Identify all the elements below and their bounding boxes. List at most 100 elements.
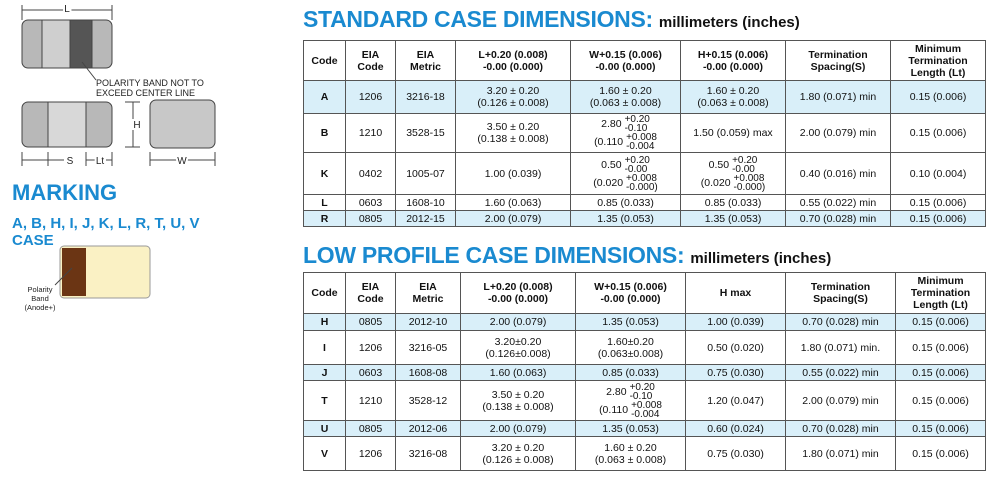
column-header: Code <box>303 40 346 81</box>
marking-cases: CASE <box>12 232 54 249</box>
table-cell: 1206 <box>345 330 396 365</box>
cell-line: (0.063 ± 0.008) <box>594 453 667 466</box>
table-cell: 0.60 (0.024) <box>685 420 786 437</box>
header-line: Code <box>357 293 384 305</box>
dimension-table: Code EIA Code EIA Metric L+0.20 (0.008) -0.00 … <box>303 40 986 227</box>
table-cell: 0.15 (0.006) <box>895 364 986 381</box>
header-line: EIA <box>361 281 380 293</box>
tolerance: 0.50 +0.20 -0.00 <box>601 155 650 174</box>
table-cell: 0.85 (0.033) <box>680 194 786 211</box>
cell-line: 3.20 ± 0.20 <box>486 85 540 97</box>
case-code: J <box>303 364 346 381</box>
header-line: Metric <box>410 60 441 73</box>
header-line: Termination <box>908 54 968 67</box>
header-line: W+0.15 (0.006) <box>594 281 667 293</box>
header-line: EIA <box>361 48 380 61</box>
header-line: -0.00 (0.000) <box>487 293 549 305</box>
tolerance-minus: -0.004 <box>631 408 660 420</box>
width-label: W <box>177 156 187 167</box>
table-cell: 0.55 (0.022) min <box>785 364 896 381</box>
cell-line: 3.50 ± 0.20 <box>491 388 545 401</box>
cell-line: 1.60 ± 0.20 <box>599 85 652 97</box>
header-line: Minimum <box>914 42 962 55</box>
tolerance-minus: -0.004 <box>626 141 655 152</box>
band-label: (Anode+) <box>24 303 56 312</box>
table-cell: 2.80 +0.20 -0.10 (0.110 +0.008 -0.004 <box>575 380 686 421</box>
table-cell: 1.80 (0.071) min <box>785 80 891 114</box>
table-cell: 3.20 ± 0.20 (0.126 ± 0.008) <box>460 436 576 471</box>
cell-line: (0.126 ± 0.008) <box>477 97 549 109</box>
table-cell: 2012-06 <box>395 420 461 437</box>
tolerance-minus: -0.000) <box>626 181 658 193</box>
tolerance-base: (0.020 <box>700 176 731 189</box>
table-cell: 1210 <box>345 380 396 421</box>
table-cell: 3528-15 <box>395 113 456 153</box>
title-text: STANDARD CASE DIMENSIONS: <box>303 6 653 32</box>
cell-line: (0.063±0.008) <box>597 347 664 360</box>
table-cell: 0805 <box>345 313 396 331</box>
length-label: L <box>64 4 70 15</box>
table-row: B 1210 3528-15 3.50 ± 0.20 (0.138 ± 0.008) 2.… <box>303 113 986 153</box>
cell-line: (0.063 ± 0.008) <box>697 97 769 109</box>
header-line: Spacing(S) <box>810 60 866 73</box>
tolerance-plus: +0.20 <box>629 381 655 393</box>
header-line: Minimum <box>917 275 964 287</box>
table-row: T 1210 3528-12 3.50 ± 0.20 (0.138 ± 0.008) 2.… <box>303 380 986 421</box>
cell-line: 3.20±0.20 <box>494 335 542 348</box>
header-row: Code EIA Code EIA Metric L+0.20 (0.008) -0.00 … <box>303 272 986 314</box>
tolerance-base: (0.110 <box>599 403 629 416</box>
band-label: Polarity <box>27 285 52 294</box>
table-cell: 0.15 (0.006) <box>890 113 986 153</box>
column-header: EIA Code <box>345 40 396 81</box>
table-cell: 1.20 (0.047) <box>685 380 786 421</box>
table-cell: 1206 <box>345 80 396 114</box>
tolerance: (0.110 +0.008 -0.004 <box>599 399 662 420</box>
table-cell: 1.60 ± 0.20 (0.063 ± 0.008) <box>680 80 786 114</box>
table-cell: 1206 <box>345 436 396 471</box>
header-line: W+0.15 (0.006) <box>589 48 662 61</box>
column-header: H+0.15 (0.006) -0.00 (0.000) <box>680 40 786 81</box>
table-row: R 0805 2012-15 2.00 (0.079) 1.35 (0.053) 1.35… <box>303 210 986 227</box>
height-label: H <box>133 120 140 131</box>
tolerance-plus: +0.008 <box>631 399 662 411</box>
table-cell: 3216-08 <box>395 436 461 471</box>
table-cell: 2.00 (0.079) <box>460 313 576 331</box>
band-label: Band <box>31 294 49 303</box>
table-cell: 0805 <box>345 420 396 437</box>
tolerance-stack: +0.20 -0.10 <box>625 115 650 134</box>
table-cell: 0603 <box>345 364 396 381</box>
case-code: I <box>303 330 346 365</box>
header-line: H max <box>719 287 752 299</box>
case-code: A <box>303 80 346 114</box>
termination-label: Lt <box>96 156 105 167</box>
column-header: Code <box>303 272 346 314</box>
header-line: Length (Lt) <box>910 66 966 79</box>
tolerance: (0.020 +0.008 -0.000) <box>700 173 765 192</box>
cell-line: (0.126±0.008) <box>485 347 551 360</box>
tolerance-plus: +0.008 <box>626 172 657 184</box>
polarity-note: POLARITY BAND NOT TO <box>96 78 204 88</box>
column-header: Minimum Termination Length (Lt) <box>895 272 986 314</box>
table-cell: 2012-10 <box>395 313 461 331</box>
table-cell: 1.60±0.20 (0.063±0.008) <box>575 330 686 365</box>
table-cell: 0.85 (0.033) <box>575 364 686 381</box>
table-cell: 0.10 (0.004) <box>890 152 986 195</box>
section-title: LOW PROFILE CASE DIMENSIONS: millimeters … <box>303 242 831 269</box>
table-cell: 0805 <box>345 210 396 227</box>
case-code: B <box>303 113 346 153</box>
cell-line: (0.138 ± 0.008) <box>477 133 549 145</box>
marking-cases: A, B, H, I, J, K, L, R, T, U, V <box>12 215 200 232</box>
tolerance-stack: +0.20 -0.00 <box>732 155 757 174</box>
table-cell: 2.80 +0.20 -0.10 (0.110 +0.008 -0.004 <box>570 113 681 153</box>
table-cell: 3.50 ± 0.20 (0.138 ± 0.008) <box>460 380 576 421</box>
tolerance-base: 2.80 <box>606 385 627 398</box>
header-line: -0.00 (0.000) <box>595 60 656 73</box>
cell-line: 3.20 ± 0.20 <box>491 441 545 454</box>
marking-title: MARKING <box>12 180 117 205</box>
header-line: L+0.20 (0.008) <box>483 281 553 293</box>
header-line: H+0.15 (0.006) <box>697 48 769 61</box>
table-cell: 0.55 (0.022) min <box>785 194 891 211</box>
case-code: U <box>303 420 346 437</box>
tolerance-stack: +0.008 -0.004 <box>631 399 662 420</box>
tolerance: (0.110 +0.008 -0.004 <box>594 133 657 152</box>
